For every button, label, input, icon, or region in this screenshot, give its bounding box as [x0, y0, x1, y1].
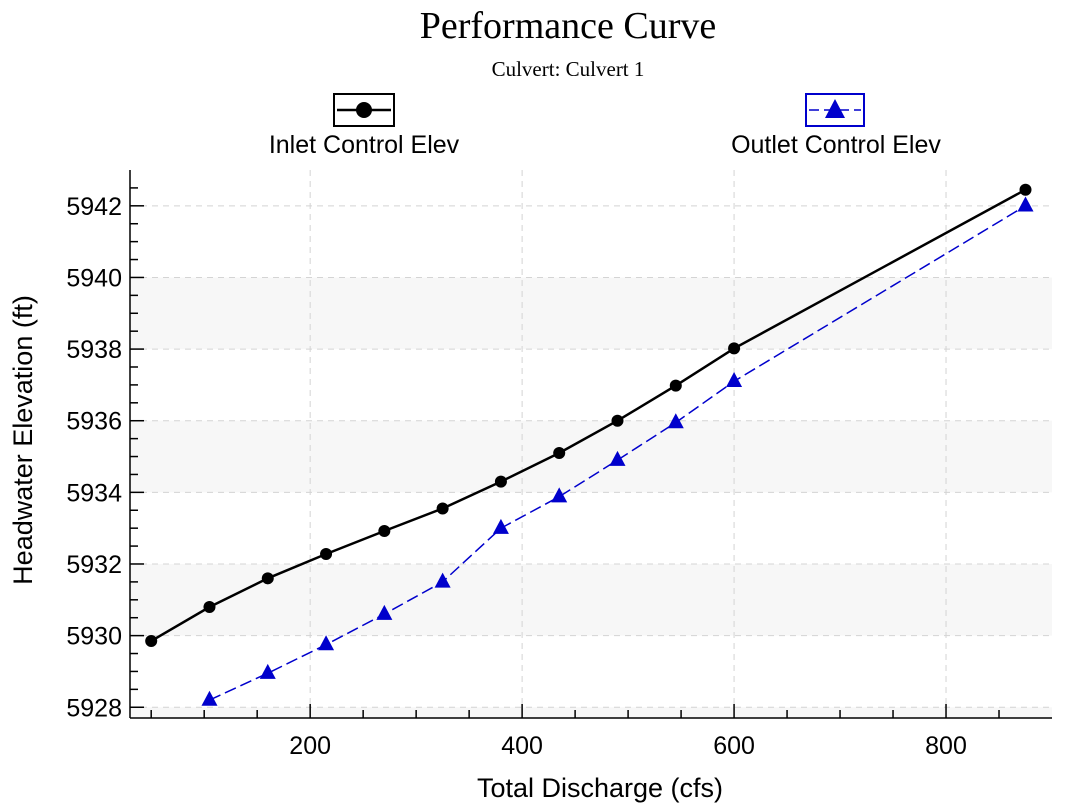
- x-tick-label: 400: [501, 732, 543, 760]
- data-point-inlet: [436, 502, 449, 515]
- data-point-outlet: [667, 413, 684, 429]
- plot-band: [130, 170, 1052, 206]
- y-tick-label: 5938: [66, 336, 122, 364]
- data-point-outlet: [259, 663, 276, 679]
- data-point-outlet: [726, 372, 743, 388]
- series-line-inlet: [150, 188, 1027, 643]
- legend-item-inlet: Inlet Control Elev: [269, 93, 460, 159]
- data-point-inlet: [728, 342, 741, 355]
- legend-item-outlet: Outlet Control Elev: [731, 93, 941, 159]
- plot-band: [130, 420, 1052, 493]
- series-layer: [145, 183, 1034, 706]
- data-point-outlet: [551, 487, 568, 503]
- legend: Inlet Control Elev Outlet Control Elev: [269, 93, 941, 159]
- data-point-outlet: [492, 518, 509, 534]
- chart-subtitle: Culvert: Culvert 1: [492, 57, 645, 81]
- y-tick-label: 5940: [66, 264, 122, 292]
- x-tick-label: 800: [925, 732, 967, 760]
- y-axis-label: Headwater Elevation (ft): [8, 295, 38, 585]
- data-point-inlet: [145, 634, 158, 647]
- y-tick-label: 5934: [66, 479, 122, 507]
- y-tick-label: 5930: [66, 623, 122, 651]
- data-point-outlet: [609, 450, 626, 466]
- data-point-inlet: [494, 475, 507, 488]
- x-axis-label: Total Discharge (cfs): [477, 773, 723, 803]
- plot-band: [130, 707, 1052, 718]
- chart-title: Performance Curve: [420, 5, 717, 47]
- data-point-inlet: [261, 572, 274, 585]
- y-tick-label: 5942: [66, 193, 122, 221]
- grid: [130, 170, 1052, 718]
- data-point-outlet: [434, 572, 451, 588]
- plot-band: [130, 563, 1052, 636]
- legend-marker-outlet: [825, 99, 845, 118]
- data-point-inlet: [378, 525, 391, 538]
- data-point-outlet: [1017, 196, 1034, 212]
- data-point-outlet: [201, 690, 218, 706]
- y-tick-label: 5932: [66, 551, 122, 579]
- data-point-inlet: [320, 547, 333, 560]
- data-point-inlet: [611, 414, 624, 427]
- data-point-inlet: [1019, 183, 1032, 196]
- legend-marker-inlet: [356, 102, 372, 118]
- x-tick-label: 200: [289, 732, 331, 760]
- legend-label-outlet: Outlet Control Elev: [731, 131, 941, 159]
- data-point-inlet: [553, 446, 566, 459]
- data-point-outlet: [318, 635, 335, 651]
- x-tick-label: 600: [713, 732, 755, 760]
- data-point-outlet: [376, 604, 393, 620]
- data-point-inlet: [203, 600, 216, 613]
- plot-band: [130, 277, 1052, 350]
- y-tick-label: 5936: [66, 408, 122, 436]
- legend-label-inlet: Inlet Control Elev: [269, 131, 460, 159]
- data-point-inlet: [669, 379, 682, 392]
- y-tick-label: 5928: [66, 694, 122, 722]
- plot-bands: [130, 170, 1052, 718]
- axes: 200 400 600 800 5928 5930 5932 5934 5936 5938 5940…: [66, 170, 1052, 760]
